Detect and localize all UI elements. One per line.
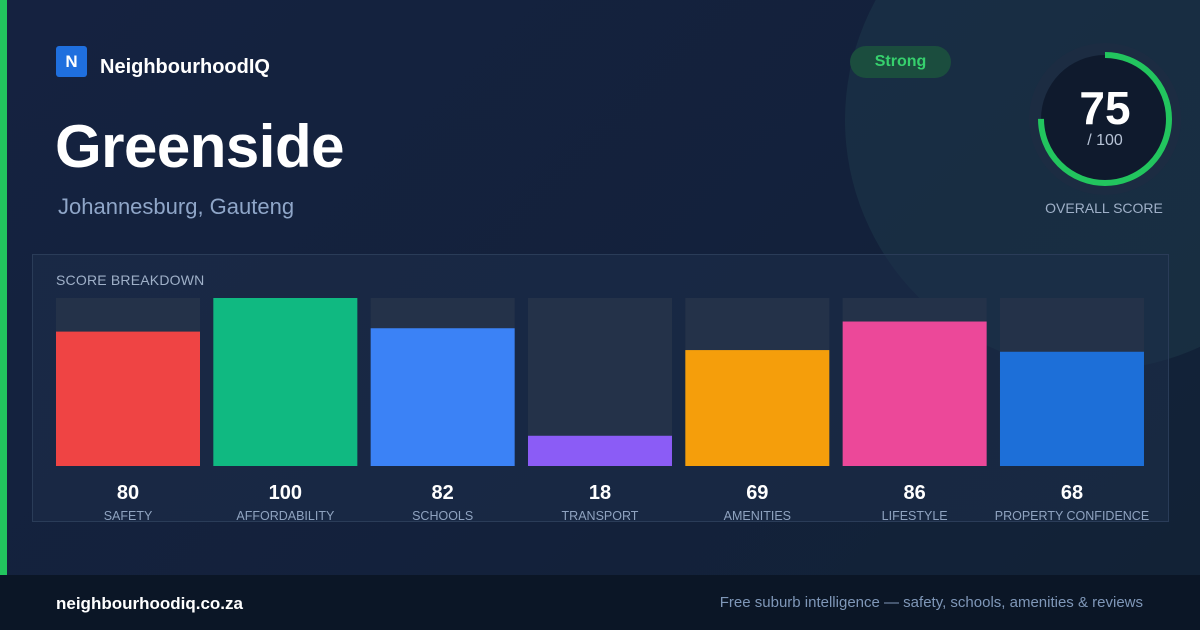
bar-category-label: TRANSPORT bbox=[562, 509, 639, 523]
score-breakdown-title: SCORE BREAKDOWN bbox=[56, 272, 205, 288]
accent-bar bbox=[0, 0, 7, 575]
bar-category-label: AFFORDABILITY bbox=[236, 509, 335, 523]
bar-category-label: LIFESTYLE bbox=[882, 509, 948, 523]
bar-safety bbox=[56, 331, 200, 466]
footer-tagline: Free suburb intelligence — safety, schoo… bbox=[719, 594, 1143, 611]
bar-category-label: PROPERTY CONFIDENCE bbox=[995, 509, 1149, 523]
gauge-ring bbox=[1029, 43, 1181, 195]
bar-value-label: 68 bbox=[1061, 482, 1083, 504]
suburb-location: Johannesburg, Gauteng bbox=[58, 194, 295, 219]
bar-transport bbox=[527, 435, 672, 466]
overall-score-gauge: 75 / 100 bbox=[1028, 42, 1182, 196]
bar-category-label: AMENITIES bbox=[724, 509, 791, 523]
gauge-arc bbox=[1038, 52, 1172, 186]
bar-value-label: 80 bbox=[117, 482, 139, 504]
rating-badge: Strong bbox=[850, 46, 951, 78]
bar-category-label: SCHOOLS bbox=[412, 509, 473, 523]
overall-score-label: OVERALL SCORE bbox=[1045, 200, 1163, 216]
bar-category-label: SAFETY bbox=[104, 509, 153, 523]
brand-name: NeighbourhoodIQ bbox=[100, 56, 270, 78]
gauge-inner-disc bbox=[1041, 55, 1169, 183]
bar-property-confidence bbox=[999, 351, 1144, 466]
footer-url[interactable]: neighbourhoodiq.co.za bbox=[56, 594, 243, 613]
bar-value-label: 100 bbox=[269, 482, 302, 504]
bar-affordability bbox=[213, 298, 358, 466]
bar-lifestyle bbox=[842, 321, 987, 466]
bar-value-label: 69 bbox=[746, 482, 768, 504]
overall-score-max: / 100 bbox=[1087, 132, 1123, 149]
bar-value-label: 82 bbox=[432, 482, 454, 504]
bar-value-label: 86 bbox=[904, 482, 926, 504]
suburb-name: Greenside bbox=[55, 113, 344, 180]
score-breakdown-chart: 80 SAFETY 100 AFFORDABILITY 82 SCHOOLS 18 TRANS… bbox=[56, 298, 1149, 523]
brand-logo-icon: N bbox=[56, 46, 87, 77]
bar-value-label: 18 bbox=[589, 482, 611, 504]
overall-score-value: 75 bbox=[1079, 82, 1131, 134]
bar-schools bbox=[370, 328, 515, 466]
footer bbox=[0, 575, 1200, 630]
bar-amenities bbox=[685, 350, 830, 466]
